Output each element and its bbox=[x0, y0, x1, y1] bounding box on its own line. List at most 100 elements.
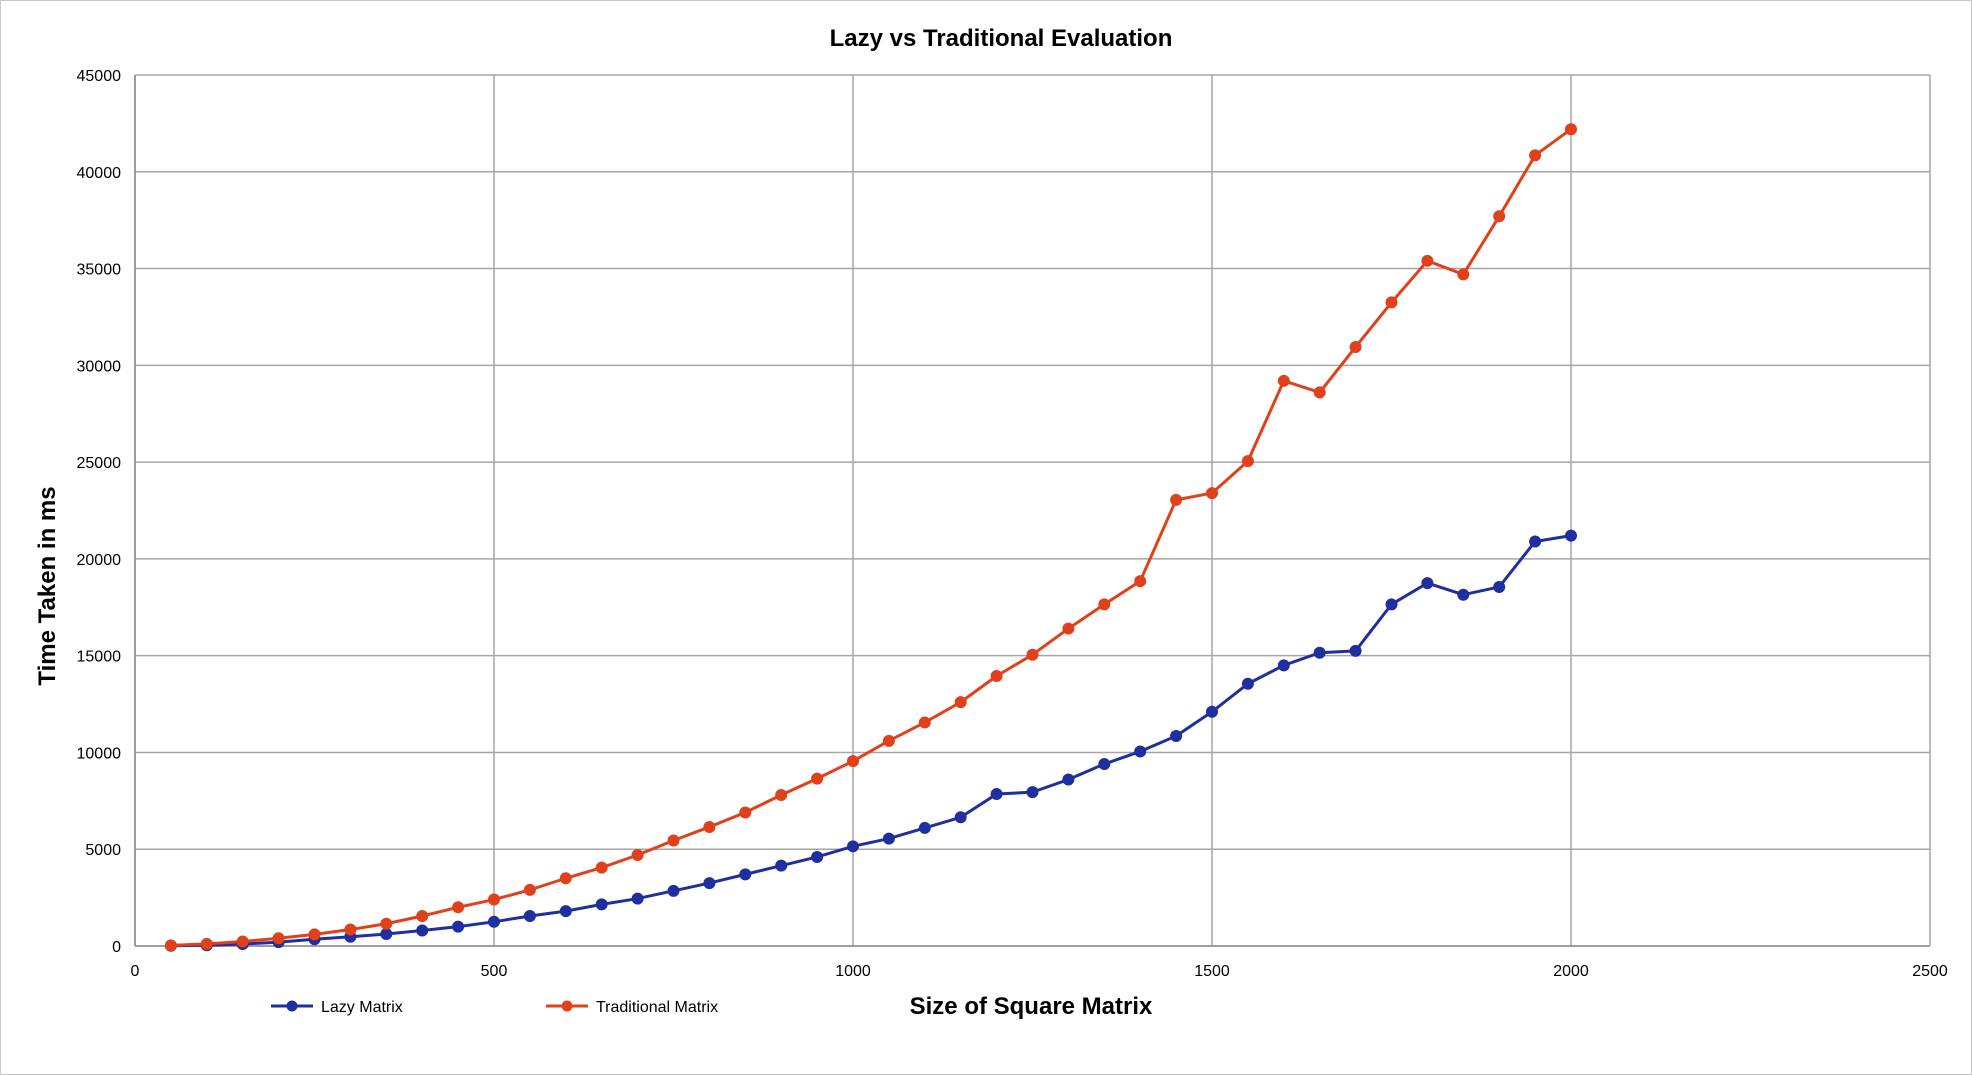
traditional-matrix-point bbox=[1170, 493, 1183, 506]
traditional-matrix-legend-marker bbox=[561, 1000, 573, 1012]
x-tick-labels: 0 500 1000 1500 2000 2500 bbox=[131, 963, 1948, 980]
lazy-matrix-point bbox=[1241, 677, 1254, 690]
traditional-matrix-point bbox=[488, 893, 500, 906]
lazy-matrix-point bbox=[811, 850, 824, 863]
y-tick-label: 15000 bbox=[77, 649, 122, 666]
lazy-matrix-point bbox=[1349, 644, 1362, 657]
y-tick-label: 20000 bbox=[77, 552, 122, 569]
y-tick-label: 35000 bbox=[77, 262, 122, 279]
traditional-matrix-point bbox=[1349, 340, 1362, 353]
x-tick-label: 500 bbox=[481, 963, 508, 980]
y-tick-label: 45000 bbox=[77, 68, 122, 85]
y-axis-title: Time Taken in ms bbox=[34, 486, 61, 685]
lazy-matrix-point bbox=[1385, 598, 1398, 611]
traditional-matrix-point bbox=[1241, 455, 1254, 468]
lazy-matrix-point bbox=[882, 832, 895, 845]
lazy-matrix-point bbox=[1493, 580, 1506, 593]
y-tick-label: 5000 bbox=[85, 842, 121, 859]
traditional-matrix-point bbox=[1098, 598, 1111, 611]
traditional-matrix-point bbox=[1565, 123, 1577, 136]
axes bbox=[134, 75, 1930, 947]
traditional-matrix-line bbox=[170, 127, 1572, 947]
traditional-matrix-point bbox=[1134, 575, 1147, 588]
lazy-matrix-point bbox=[1098, 758, 1111, 771]
x-tick-label: 1000 bbox=[835, 963, 871, 980]
traditional-matrix-point bbox=[595, 861, 608, 874]
traditional-matrix-point bbox=[811, 772, 824, 785]
lazy-matrix-point bbox=[416, 924, 429, 937]
traditional-matrix-point bbox=[1457, 268, 1470, 281]
lazy-matrix-point bbox=[739, 868, 752, 881]
traditional-matrix-legend-label: Traditional Matrix bbox=[596, 999, 718, 1016]
lazy-matrix-point bbox=[559, 905, 572, 918]
lazy-matrix-point bbox=[1529, 535, 1542, 548]
traditional-matrix-point bbox=[1026, 648, 1039, 661]
chart-title: Lazy vs Traditional Evaluation bbox=[830, 25, 1173, 52]
traditional-matrix-point bbox=[882, 734, 895, 747]
lazy-matrix-point bbox=[1457, 588, 1470, 601]
traditional-matrix-point bbox=[918, 716, 931, 729]
traditional-matrix-point bbox=[739, 806, 752, 819]
traditional-matrix-point bbox=[344, 923, 357, 936]
lazy-matrix-legend-marker bbox=[286, 1000, 298, 1012]
traditional-matrix-point bbox=[452, 901, 465, 914]
legend: Lazy Matrix Traditional Matrix bbox=[271, 999, 718, 1016]
traditional-matrix-point bbox=[236, 935, 249, 948]
traditional-matrix-point bbox=[523, 883, 536, 896]
traditional-matrix-point bbox=[1062, 622, 1075, 635]
traditional-matrix-point bbox=[272, 932, 285, 945]
lazy-matrix-point bbox=[1277, 659, 1290, 672]
traditional-matrix-point bbox=[847, 755, 859, 768]
lazy-matrix-point bbox=[1313, 646, 1326, 659]
traditional-matrix-point bbox=[380, 917, 393, 930]
traditional-matrix-point bbox=[954, 696, 967, 709]
series-lines bbox=[164, 123, 1577, 952]
lazy-matrix-point bbox=[1026, 786, 1039, 799]
lazy-matrix-legend-label: Lazy Matrix bbox=[321, 999, 403, 1016]
x-axis-title: Size of Square Matrix bbox=[910, 993, 1153, 1020]
y-tick-labels: 0 5000 10000 15000 20000 25000 30000 35000 40000… bbox=[77, 68, 122, 956]
traditional-matrix-point bbox=[164, 939, 177, 952]
traditional-matrix-point bbox=[416, 909, 429, 922]
y-tick-label: 30000 bbox=[77, 358, 122, 375]
traditional-matrix-point bbox=[1421, 254, 1434, 267]
traditional-matrix-point bbox=[990, 669, 1003, 682]
lazy-matrix-point bbox=[847, 840, 859, 853]
traditional-matrix-point bbox=[631, 849, 644, 862]
lazy-matrix-point bbox=[631, 892, 644, 905]
lazy-matrix-point bbox=[990, 788, 1003, 801]
lazy-matrix-point bbox=[1565, 529, 1577, 542]
y-tick-label: 10000 bbox=[77, 745, 122, 762]
lazy-matrix-point bbox=[452, 920, 465, 933]
traditional-matrix-point bbox=[775, 789, 788, 802]
lazy-matrix-point bbox=[595, 898, 608, 911]
lazy-matrix-point bbox=[1134, 745, 1147, 758]
lazy-matrix-point bbox=[918, 821, 931, 834]
gridlines bbox=[134, 74, 1931, 947]
lazy-matrix-point bbox=[488, 915, 500, 928]
traditional-matrix-point bbox=[200, 937, 213, 950]
lazy-matrix-point bbox=[954, 811, 967, 824]
lazy-matrix-point bbox=[380, 927, 393, 940]
lazy-matrix-point bbox=[1421, 577, 1434, 590]
traditional-matrix-point bbox=[1385, 296, 1398, 309]
x-tick-label: 1500 bbox=[1194, 963, 1230, 980]
traditional-matrix-point bbox=[1206, 487, 1218, 500]
lazy-matrix-point bbox=[667, 884, 680, 897]
traditional-matrix-point bbox=[667, 834, 680, 847]
x-tick-label: 2000 bbox=[1553, 963, 1589, 980]
traditional-matrix-point bbox=[559, 872, 572, 885]
traditional-matrix-point bbox=[1493, 210, 1506, 223]
lazy-matrix-point bbox=[523, 909, 536, 922]
x-tick-label: 0 bbox=[131, 963, 140, 980]
lazy-matrix-line bbox=[170, 534, 1572, 948]
y-tick-label: 40000 bbox=[77, 165, 122, 182]
lazy-matrix-point bbox=[703, 877, 716, 890]
y-tick-label: 25000 bbox=[77, 455, 122, 472]
lazy-matrix-point bbox=[1062, 773, 1075, 786]
traditional-matrix-point bbox=[308, 928, 321, 941]
traditional-matrix-point bbox=[1313, 386, 1326, 399]
lazy-matrix-point bbox=[775, 859, 788, 872]
